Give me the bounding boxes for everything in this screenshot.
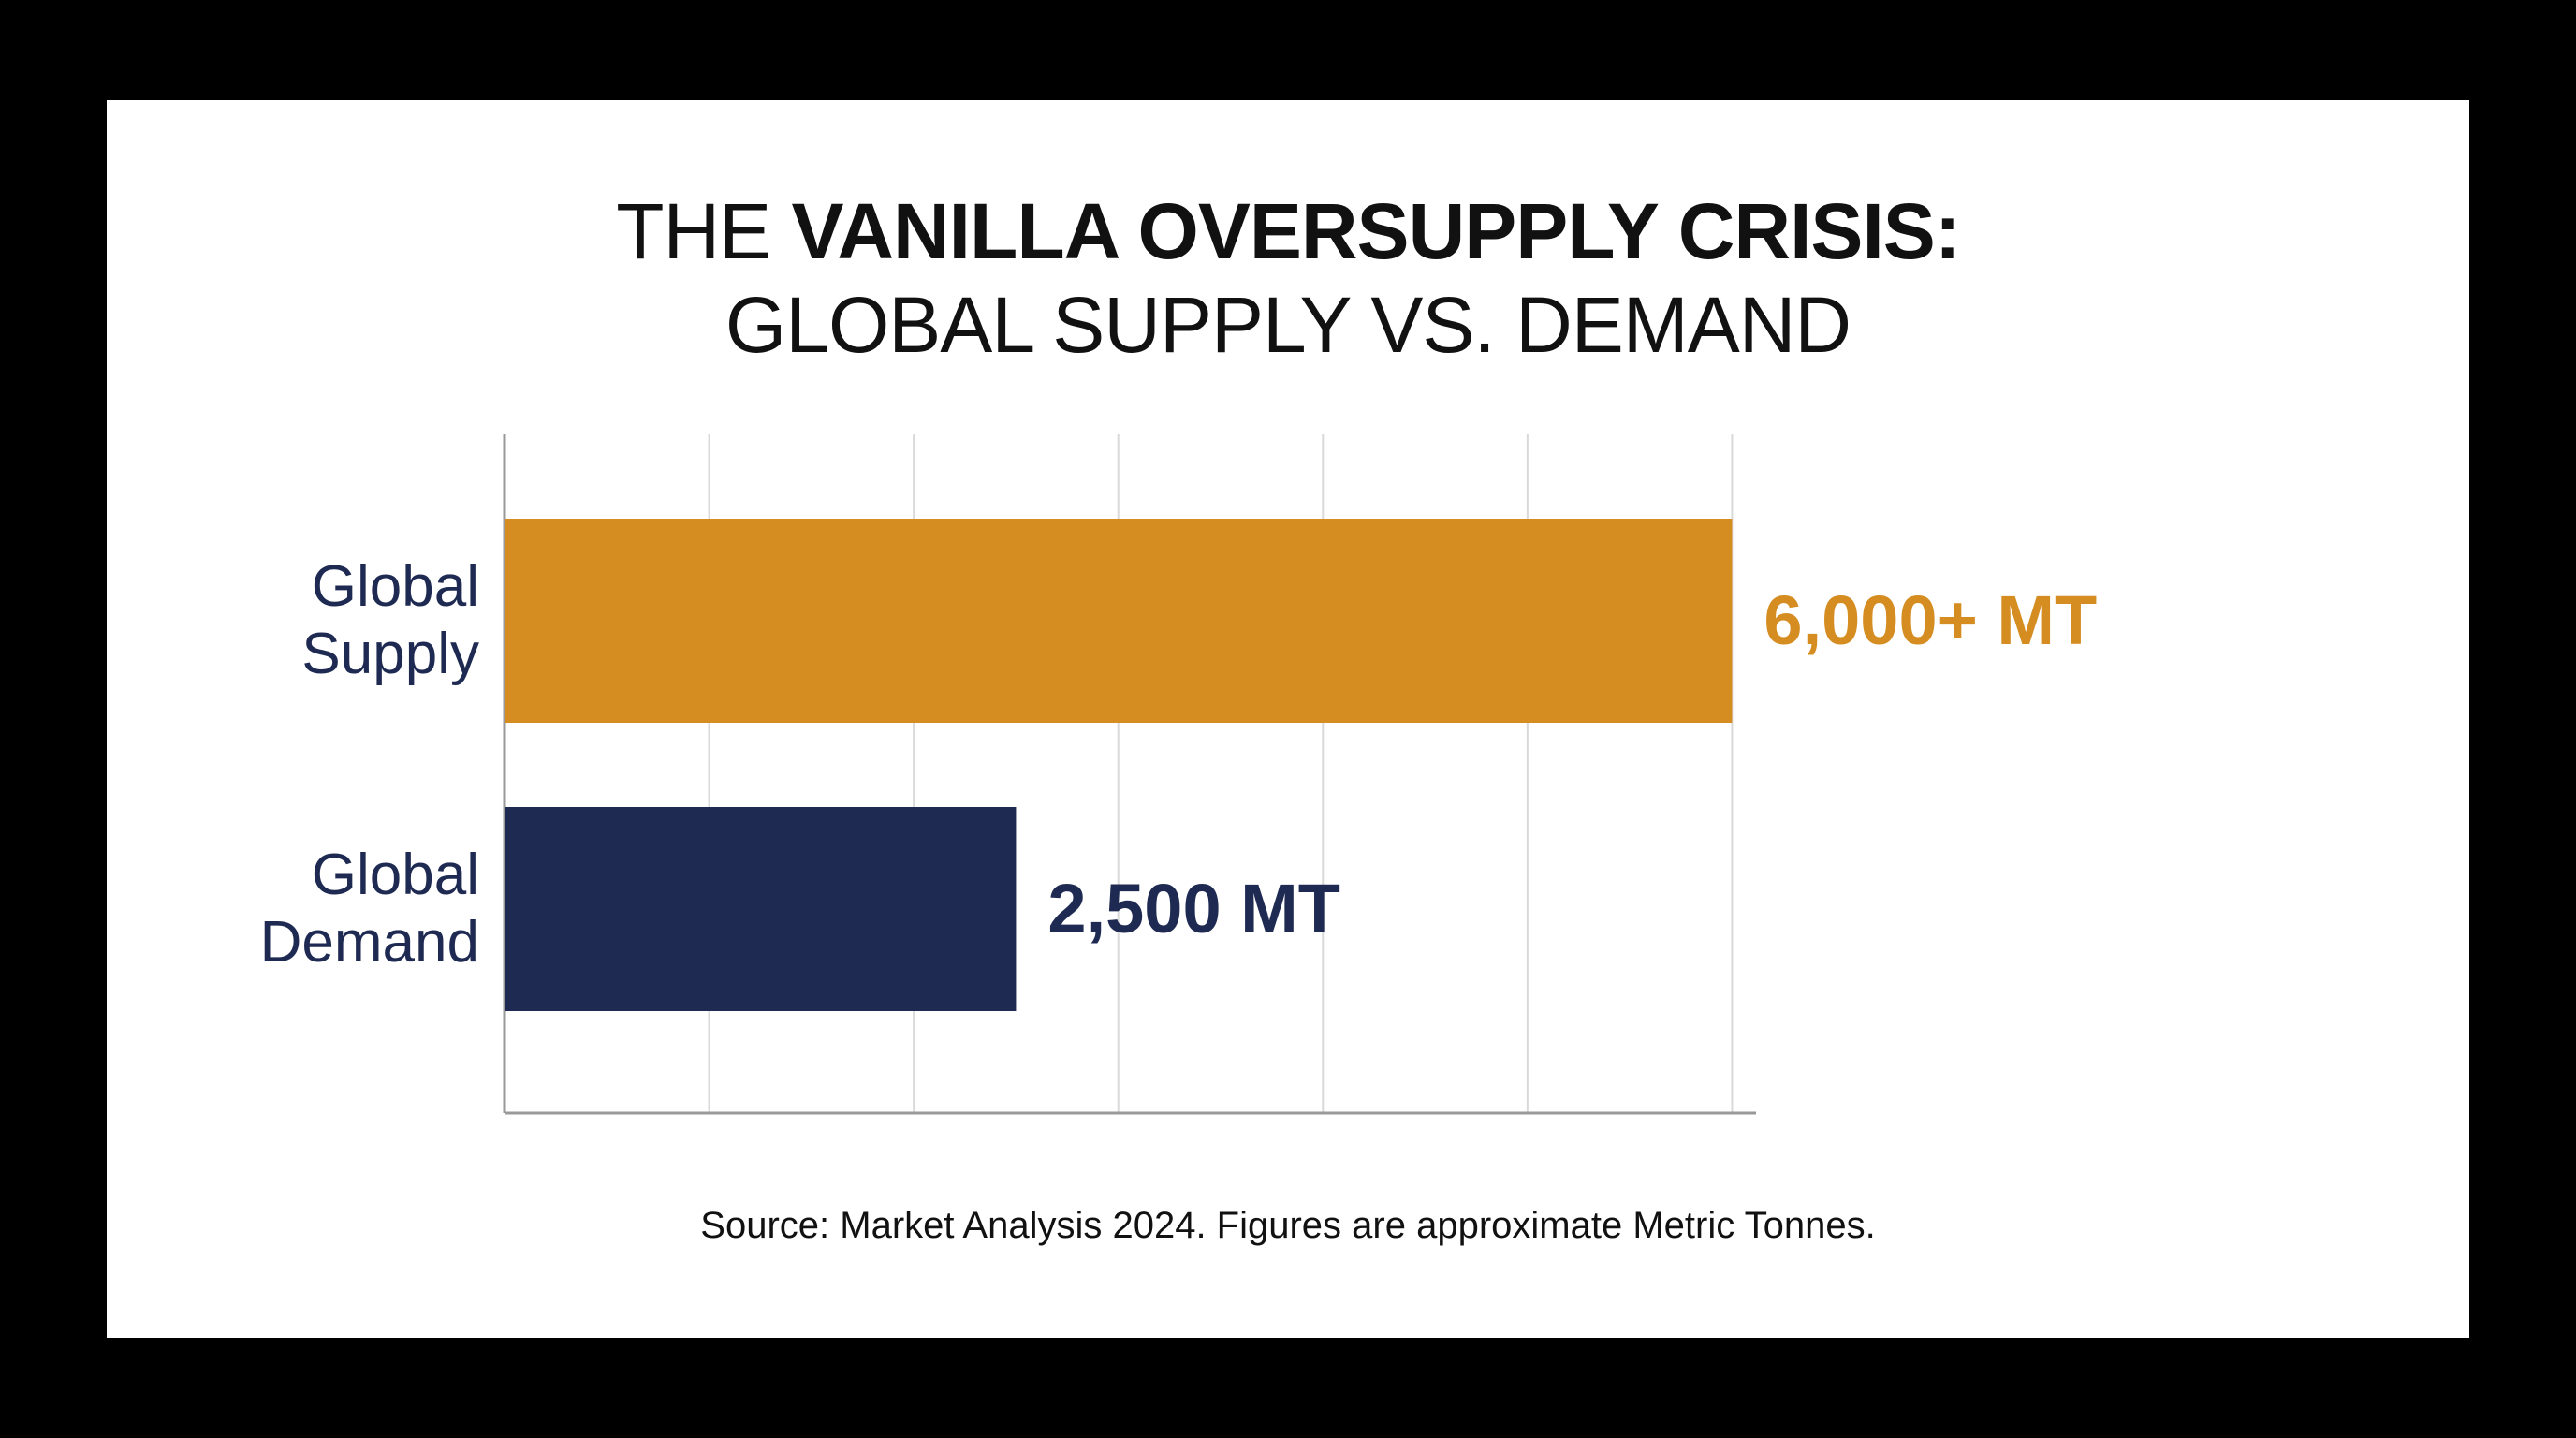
category-label-line1: Global <box>311 554 479 619</box>
value-label: 6,000+ MT <box>1764 581 2098 659</box>
chart-title: THE VANILLA OVERSUPPLY CRISIS: GLOBAL SU… <box>107 184 2469 372</box>
bar-0 <box>505 519 1733 723</box>
category-label: Global Demand <box>86 842 479 976</box>
title-prefix: THE <box>616 187 771 275</box>
bar-1 <box>505 807 1017 1011</box>
chart-subtitle: GLOBAL SUPPLY VS. DEMAND <box>724 281 1852 369</box>
bar-chart <box>503 434 1756 1115</box>
value-label: 2,500 MT <box>1047 870 1341 947</box>
category-label: Global Supply <box>86 553 479 688</box>
source-note: Source: Market Analysis 2024. Figures ar… <box>700 1205 1876 1246</box>
chart-panel: THE VANILLA OVERSUPPLY CRISIS: GLOBAL SU… <box>107 100 2469 1338</box>
title-bold: VANILLA OVERSUPPLY CRISIS: <box>791 187 1961 275</box>
category-label-line1: Global <box>311 843 479 907</box>
category-label-line2: Demand <box>259 910 479 975</box>
category-label-line2: Supply <box>301 622 479 686</box>
